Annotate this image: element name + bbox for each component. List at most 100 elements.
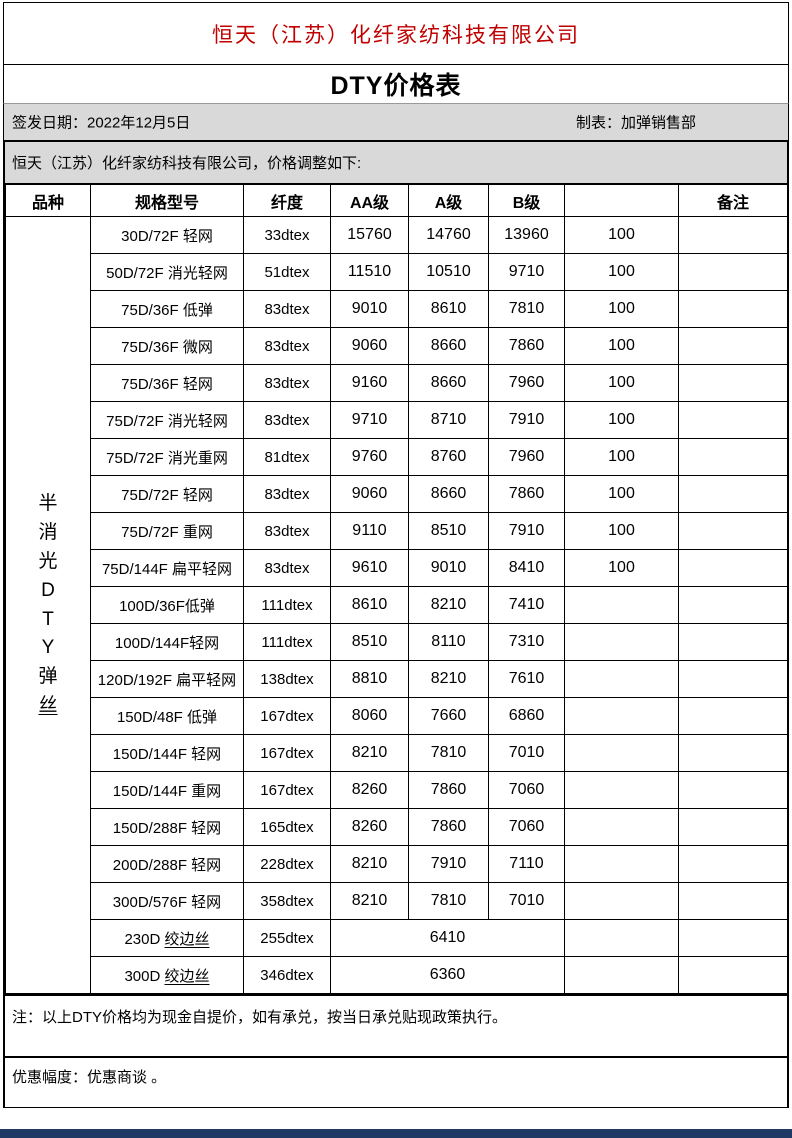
table-row: 120D/192F 扁平轻网 138dtex 8810 8210 7610 bbox=[6, 660, 788, 698]
remark-cell bbox=[678, 290, 788, 328]
price-merged-cell: 6360 bbox=[330, 956, 565, 994]
category-char: 丝 bbox=[38, 695, 58, 717]
spec-cell: 30D/72F 轻网 bbox=[90, 216, 244, 254]
price-a-cell: 7810 bbox=[408, 882, 489, 920]
price-aa-cell: 8210 bbox=[330, 882, 409, 920]
remark-cell bbox=[678, 327, 788, 365]
extra-cell bbox=[564, 808, 679, 846]
remark-cell bbox=[678, 697, 788, 735]
extra-cell bbox=[564, 660, 679, 698]
spec-underlined: 绞边丝 bbox=[164, 930, 210, 948]
remark-cell bbox=[678, 882, 788, 920]
price-a-cell: 8710 bbox=[408, 401, 489, 439]
table-row: 150D/144F 重网 167dtex 8260 7860 7060 bbox=[6, 771, 788, 809]
dtex-cell: 83dtex bbox=[243, 290, 331, 328]
dtex-cell: 51dtex bbox=[243, 253, 331, 291]
price-b-cell: 7810 bbox=[488, 290, 565, 328]
remark-cell bbox=[678, 734, 788, 772]
spec-cell: 230D 绞边丝 bbox=[90, 919, 244, 957]
spec-underlined: 绞边丝 bbox=[164, 967, 210, 985]
remark-cell bbox=[678, 512, 788, 550]
extra-cell: 100 bbox=[564, 512, 679, 550]
price-aa-cell: 9060 bbox=[330, 327, 409, 365]
table-row: 75D/72F 消光重网 81dtex 9760 8760 7960 100 bbox=[6, 438, 788, 476]
price-aa-cell: 9060 bbox=[330, 475, 409, 513]
price-a-cell: 7910 bbox=[408, 845, 489, 883]
company-title: 恒天（江苏）化纤家纺科技有限公司 bbox=[3, 2, 789, 65]
price-aa-cell: 11510 bbox=[330, 253, 409, 291]
price-aa-cell: 9010 bbox=[330, 290, 409, 328]
price-a-cell: 8660 bbox=[408, 327, 489, 365]
table-row: 半消光 D T Y 弹丝 30D/72F 轻网 33dtex 15760 14760 13960 1… bbox=[5, 216, 788, 994]
dtex-cell: 167dtex bbox=[243, 734, 331, 772]
price-aa-cell: 8210 bbox=[330, 734, 409, 772]
extra-cell: 100 bbox=[564, 253, 679, 291]
category-char: 半 bbox=[38, 492, 58, 514]
dtex-cell: 111dtex bbox=[243, 623, 331, 661]
price-b-cell: 7960 bbox=[488, 364, 565, 402]
price-aa-cell: 9710 bbox=[330, 401, 409, 439]
extra-cell bbox=[564, 697, 679, 735]
extra-cell: 100 bbox=[564, 216, 679, 254]
footnote: 注：以上DTY价格均为现金自提价，如有承兑，按当日承兑贴现政策执行。 bbox=[3, 996, 789, 1058]
price-aa-cell: 15760 bbox=[330, 216, 409, 254]
remark-cell bbox=[678, 660, 788, 698]
spec-cell: 75D/36F 轻网 bbox=[90, 364, 244, 402]
price-b-cell: 7410 bbox=[488, 586, 565, 624]
col-header-b-grade: B级 bbox=[488, 184, 565, 217]
price-b-cell: 13960 bbox=[488, 216, 565, 254]
col-header-extra bbox=[564, 184, 679, 217]
price-aa-cell: 9110 bbox=[330, 512, 409, 550]
spec-cell: 300D 绞边丝 bbox=[90, 956, 244, 994]
table-row: 150D/48F 低弹 167dtex 8060 7660 6860 bbox=[6, 697, 788, 735]
extra-cell: 100 bbox=[564, 438, 679, 476]
price-a-cell: 8760 bbox=[408, 438, 489, 476]
dtex-cell: 138dtex bbox=[243, 660, 331, 698]
dtex-cell: 111dtex bbox=[243, 586, 331, 624]
extra-cell: 100 bbox=[564, 327, 679, 365]
price-a-cell: 8610 bbox=[408, 290, 489, 328]
spec-prefix: 230D bbox=[124, 930, 165, 948]
spec-cell: 150D/144F 重网 bbox=[90, 771, 244, 809]
dtex-cell: 228dtex bbox=[243, 845, 331, 883]
spec-cell: 200D/288F 轻网 bbox=[90, 845, 244, 883]
sheet: 恒天（江苏）化纤家纺科技有限公司 DTY价格表 签发日期：2022年12月5日 … bbox=[3, 2, 789, 1108]
dtex-cell: 346dtex bbox=[243, 956, 331, 994]
issue-date: 签发日期：2022年12月5日 bbox=[12, 114, 191, 132]
col-header-category: 品种 bbox=[5, 184, 91, 217]
price-b-cell: 7310 bbox=[488, 623, 565, 661]
spec-cell: 150D/288F 轻网 bbox=[90, 808, 244, 846]
dtex-cell: 83dtex bbox=[243, 364, 331, 402]
price-a-cell: 8210 bbox=[408, 586, 489, 624]
price-b-cell: 8410 bbox=[488, 549, 565, 587]
category-char: 弹 bbox=[38, 666, 58, 688]
spec-cell: 300D/576F 轻网 bbox=[90, 882, 244, 920]
extra-cell bbox=[564, 623, 679, 661]
extra-cell bbox=[564, 919, 679, 957]
dtex-cell: 83dtex bbox=[243, 549, 331, 587]
remark-cell bbox=[678, 475, 788, 513]
price-b-cell: 7860 bbox=[488, 327, 565, 365]
price-a-cell: 8660 bbox=[408, 364, 489, 402]
price-aa-cell: 9610 bbox=[330, 549, 409, 587]
header-row: 品种 规格型号 纤度 AA级 A级 B级 备注 bbox=[5, 184, 788, 217]
price-a-cell: 9010 bbox=[408, 549, 489, 587]
price-aa-cell: 9760 bbox=[330, 438, 409, 476]
remark-cell bbox=[678, 586, 788, 624]
price-table: 品种 规格型号 纤度 AA级 A级 B级 备注 半消光 D T Y 弹丝 30D/72F … bbox=[5, 184, 788, 994]
extra-cell bbox=[564, 845, 679, 883]
price-b-cell: 6860 bbox=[488, 697, 565, 735]
table-row: 230D 绞边丝 255dtex 6410 bbox=[6, 919, 788, 957]
remark-cell bbox=[678, 549, 788, 587]
dtex-cell: 358dtex bbox=[243, 882, 331, 920]
dtex-cell: 83dtex bbox=[243, 475, 331, 513]
table-row: 50D/72F 消光轻网 51dtex 11510 10510 9710 100 bbox=[6, 253, 788, 291]
spec-cell: 75D/72F 消光重网 bbox=[90, 438, 244, 476]
table-row: 300D/576F 轻网 358dtex 8210 7810 7010 bbox=[6, 882, 788, 920]
price-b-cell: 7060 bbox=[488, 808, 565, 846]
spec-cell: 100D/144F轻网 bbox=[90, 623, 244, 661]
remark-cell bbox=[678, 216, 788, 254]
remark-cell bbox=[678, 956, 788, 994]
